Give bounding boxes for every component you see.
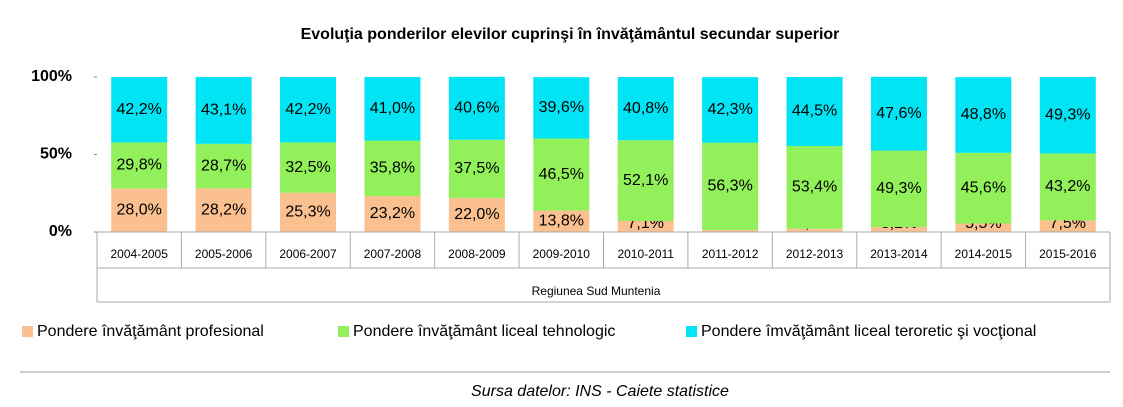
x-tick-label: 2015-2016	[1039, 247, 1097, 261]
bar-segment	[533, 77, 590, 139]
x-tick-label: 2005-2006	[195, 247, 253, 261]
bar-segment	[280, 192, 337, 232]
data-label: 32,5%	[285, 159, 330, 176]
y-tick-label: 50%	[40, 146, 72, 163]
bar-segment	[195, 143, 252, 189]
data-label: 43,1%	[201, 102, 246, 119]
data-label: 45,6%	[961, 179, 1006, 196]
x-tick-label: 2006-2007	[279, 247, 337, 261]
bar-segment	[702, 142, 759, 230]
bar-segment	[280, 77, 337, 143]
x-tick-label: 2010-2011	[617, 247, 674, 261]
bar-segment	[364, 196, 421, 232]
data-label: 42,2%	[117, 101, 162, 118]
data-label: 40,6%	[454, 100, 499, 117]
bar-segment	[533, 210, 590, 232]
y-tick-label: 0%	[49, 223, 72, 240]
bar-segment	[786, 77, 843, 146]
data-label: 41,0%	[370, 100, 415, 117]
bar-segment	[448, 139, 505, 198]
data-label: 44,5%	[792, 103, 837, 120]
legend-label: Pondere învăţământ liceal tehnologic	[353, 323, 615, 340]
bar-segment	[786, 145, 843, 229]
data-label: 49,3%	[876, 180, 921, 197]
data-label: 40,8%	[623, 100, 668, 117]
bar-segment	[195, 188, 252, 232]
bar-segment	[364, 77, 421, 141]
chart-title: Evoluţia ponderilor elevilor cuprinşi în…	[301, 26, 840, 43]
bar-segment	[1039, 77, 1096, 154]
x-tick-label: 2008-2009	[448, 247, 506, 261]
data-label: 56,3%	[707, 178, 752, 195]
data-label: 25,3%	[285, 204, 330, 221]
x-tick-label: 2011-2012	[702, 247, 759, 261]
bar-segment	[955, 152, 1012, 224]
bar-segment	[1039, 153, 1096, 221]
data-label: 53,4%	[792, 179, 837, 196]
bar-segment	[786, 228, 843, 232]
data-label: 37,5%	[454, 160, 499, 177]
bar-segment	[870, 227, 927, 232]
data-label: 42,2%	[285, 101, 330, 118]
legend-swatch	[686, 326, 697, 337]
data-label: 22,0%	[454, 206, 499, 223]
bar-segment	[364, 140, 421, 197]
data-label: 13,8%	[539, 213, 584, 230]
data-label: 47,6%	[876, 105, 921, 122]
bar-segment	[448, 76, 505, 140]
bar-segment	[111, 77, 168, 143]
data-label: 39,6%	[539, 99, 584, 116]
data-label: 43,2%	[1045, 178, 1090, 195]
bar-segment	[870, 76, 927, 151]
x-tick-label: 2012-2013	[786, 247, 844, 261]
source-note: Sursa datelor: INS - Caiete statistice	[471, 383, 729, 400]
bar-segment	[955, 223, 1012, 232]
bar-segment	[280, 142, 337, 193]
bar-segment	[195, 77, 252, 144]
bar-segment	[617, 220, 674, 232]
bar-segment	[955, 77, 1012, 153]
data-label: 29,8%	[117, 157, 162, 174]
data-label: 28,7%	[201, 157, 246, 174]
legend-label: Pondere învăţământ profesional	[37, 323, 264, 340]
data-label: 52,1%	[623, 172, 668, 189]
bar-segment	[702, 229, 759, 232]
bar-segment	[533, 138, 590, 211]
legend-swatch	[338, 326, 349, 337]
x-tick-label: 2013-2014	[870, 247, 928, 261]
data-label: 49,3%	[1045, 106, 1090, 123]
data-label: 23,2%	[370, 205, 415, 222]
x-tick-label: 2007-2008	[364, 247, 422, 261]
data-label: 42,3%	[707, 101, 752, 118]
x-tick-label: 2014-2015	[955, 247, 1013, 261]
data-label: 48,8%	[961, 106, 1006, 123]
x-tick-label: 2004-2005	[111, 247, 169, 261]
bar-segment	[702, 77, 759, 143]
data-label: 46,5%	[539, 166, 584, 183]
legend-label: Pondere îmvăţământ liceal teroretic şi v…	[701, 323, 1036, 340]
x-tick-label: 2009-2010	[533, 247, 591, 261]
bar-segment	[448, 197, 505, 232]
x-group-label: Regiunea Sud Muntenia	[532, 284, 661, 298]
bar-segment	[617, 77, 674, 141]
bar-segment	[1039, 220, 1096, 232]
y-tick-label: 100%	[31, 68, 72, 85]
bar-segment	[870, 150, 927, 228]
bar-segment	[111, 188, 168, 232]
data-label: 28,0%	[117, 202, 162, 219]
data-label: 35,8%	[370, 160, 415, 177]
bar-segment	[111, 142, 168, 189]
legend-swatch	[22, 326, 33, 337]
bar-segment	[617, 140, 674, 221]
data-label: 28,2%	[201, 201, 246, 218]
